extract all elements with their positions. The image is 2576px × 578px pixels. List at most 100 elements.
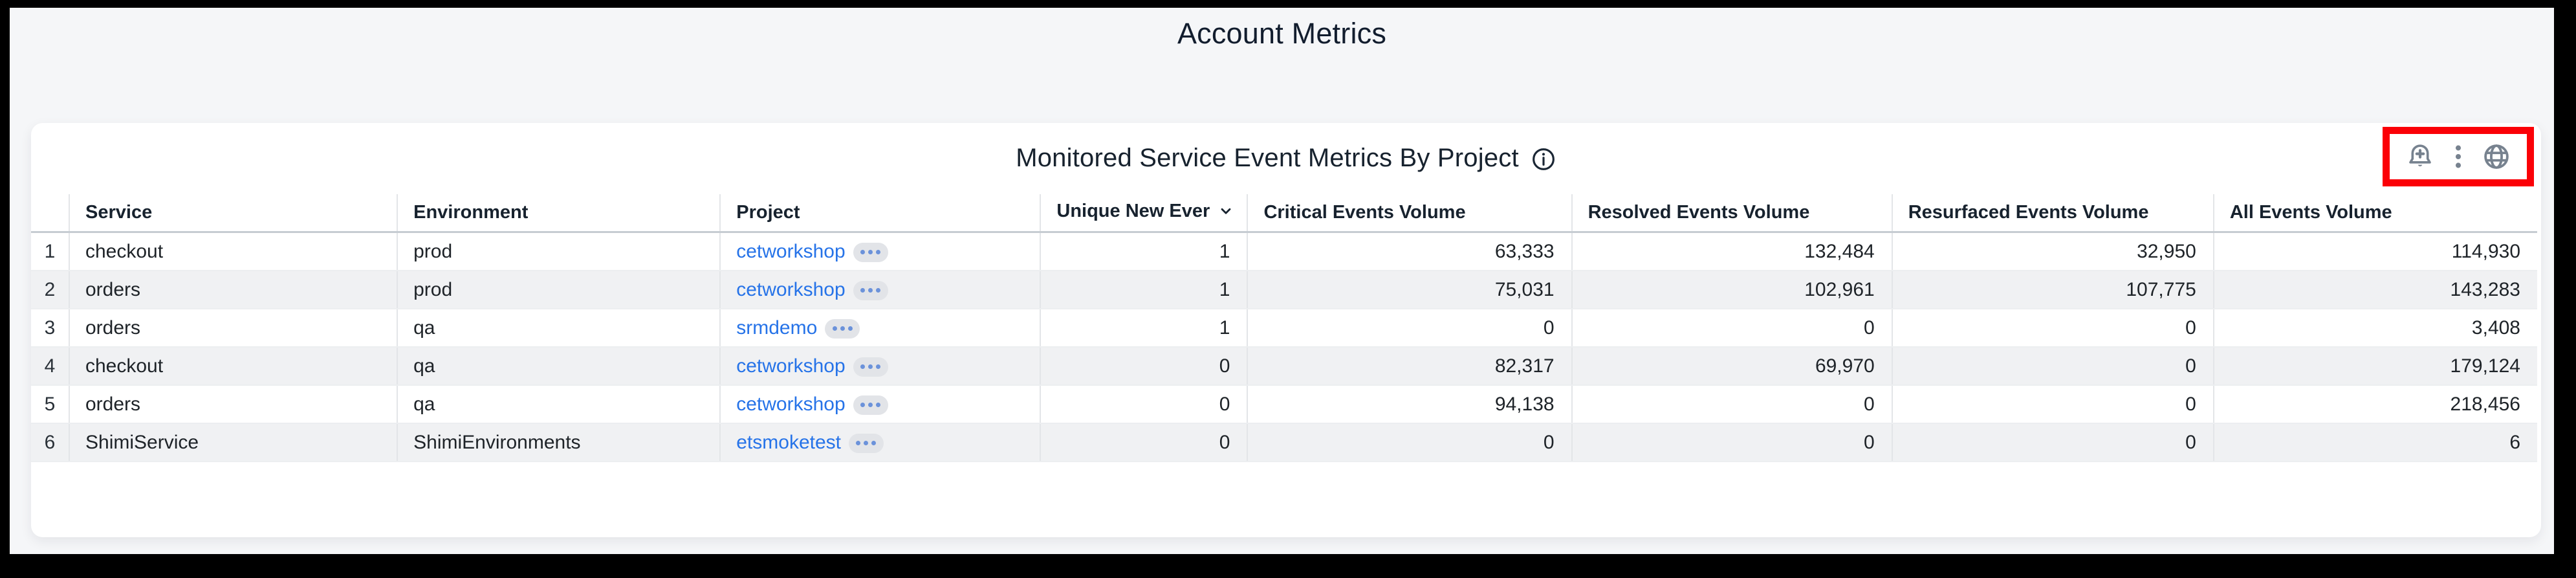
resolved-events-volume-cell: 0 bbox=[1571, 309, 1892, 348]
table-widget-card: Monitored Service Event Metrics By Proje… bbox=[31, 123, 2541, 537]
dot bbox=[868, 288, 873, 293]
unique-new-events-cell: 0 bbox=[1040, 423, 1248, 462]
resolved-events-volume-cell: 69,970 bbox=[1571, 347, 1892, 386]
project-link[interactable]: etsmoketest bbox=[736, 431, 841, 453]
service-cell: checkout bbox=[68, 232, 398, 271]
environment-cell: prod bbox=[397, 271, 721, 309]
critical-events-volume-cell: 0 bbox=[1247, 423, 1572, 462]
kebab-menu-icon[interactable] bbox=[2452, 142, 2465, 172]
resurfaced-events-volume-cell: 0 bbox=[1891, 423, 2214, 462]
all-events-volume-cell: 179,124 bbox=[2212, 347, 2537, 386]
critical-events-volume-cell: 0 bbox=[1247, 309, 1572, 348]
all-events-volume-cell: 114,930 bbox=[2212, 232, 2537, 271]
project-link[interactable]: srmdemo bbox=[736, 317, 818, 339]
column-header-all-events-volume[interactable]: All Events Volume bbox=[2212, 194, 2537, 233]
table-row: 2 orders prod cetworkshop 1 75,031 102,961 107,… bbox=[31, 271, 2537, 309]
page-title: Account Metrics bbox=[1177, 17, 1387, 50]
critical-events-volume-cell: 82,317 bbox=[1247, 347, 1572, 386]
table-header-row: Service Environment Project Unique New E… bbox=[31, 194, 2537, 233]
project-overflow-menu-icon[interactable] bbox=[853, 280, 888, 300]
project-cell: cetworkshop bbox=[719, 271, 1041, 309]
column-header-resurfaced-events-volume[interactable]: Resurfaced Events Volume bbox=[1891, 194, 2214, 233]
dot bbox=[876, 250, 881, 255]
resolved-events-volume-cell: 0 bbox=[1571, 385, 1892, 424]
metrics-table: Service Environment Project Unique New E… bbox=[31, 194, 2537, 462]
project-link[interactable]: cetworkshop bbox=[736, 355, 846, 377]
resurfaced-events-volume-cell: 0 bbox=[1891, 309, 2214, 348]
project-link[interactable]: cetworkshop bbox=[736, 240, 846, 262]
column-header-service[interactable]: Service bbox=[68, 194, 398, 233]
column-header-unique-new-events[interactable]: Unique New Ever bbox=[1040, 194, 1248, 233]
column-header-environment[interactable]: Environment bbox=[397, 194, 721, 233]
environment-cell: qa bbox=[397, 309, 721, 348]
add-alert-bell-icon[interactable] bbox=[2405, 142, 2435, 172]
critical-events-volume-cell: 63,333 bbox=[1247, 232, 1572, 271]
critical-events-volume-cell: 94,138 bbox=[1247, 385, 1572, 424]
unique-new-events-cell: 1 bbox=[1040, 232, 1248, 271]
dot bbox=[856, 441, 861, 446]
table-row: 6 ShimiService ShimiEnvironments etsmoketes… bbox=[31, 423, 2537, 462]
dot bbox=[840, 326, 845, 331]
service-cell: ShimiService bbox=[68, 423, 398, 462]
resurfaced-events-volume-cell: 32,950 bbox=[1891, 232, 2214, 271]
unique-new-events-cell: 0 bbox=[1040, 385, 1248, 424]
column-header-critical-events-volume[interactable]: Critical Events Volume bbox=[1247, 194, 1572, 233]
resurfaced-events-volume-cell: 0 bbox=[1891, 385, 2214, 424]
project-link[interactable]: cetworkshop bbox=[736, 393, 846, 415]
all-events-volume-cell: 3,408 bbox=[2212, 309, 2537, 348]
dot bbox=[876, 403, 881, 408]
project-overflow-menu-icon[interactable] bbox=[853, 242, 888, 262]
row-number: 4 bbox=[31, 347, 69, 386]
service-cell: orders bbox=[68, 309, 398, 348]
resolved-events-volume-cell: 0 bbox=[1571, 423, 1892, 462]
sort-desc-chevron-icon bbox=[1217, 203, 1234, 225]
service-cell: orders bbox=[68, 385, 398, 424]
project-cell: cetworkshop bbox=[719, 347, 1041, 386]
dot bbox=[871, 441, 877, 446]
resolved-events-volume-cell: 102,961 bbox=[1571, 271, 1892, 309]
environment-cell: ShimiEnvironments bbox=[397, 423, 721, 462]
unique-new-events-cell: 1 bbox=[1040, 271, 1248, 309]
globe-icon[interactable] bbox=[2482, 142, 2511, 172]
all-events-volume-cell: 6 bbox=[2212, 423, 2537, 462]
project-overflow-menu-icon[interactable] bbox=[848, 433, 884, 453]
project-overflow-menu-icon[interactable] bbox=[853, 395, 888, 415]
critical-events-volume-cell: 75,031 bbox=[1247, 271, 1572, 309]
row-number: 5 bbox=[31, 385, 69, 424]
project-overflow-menu-icon[interactable] bbox=[825, 318, 860, 339]
column-header-row-number bbox=[31, 194, 69, 233]
dot bbox=[860, 403, 866, 408]
column-header-project[interactable]: Project bbox=[719, 194, 1041, 233]
annotation-highlight-box bbox=[2383, 127, 2534, 186]
unique-new-events-cell: 1 bbox=[1040, 309, 1248, 348]
dot bbox=[860, 364, 866, 370]
widget-title: Monitored Service Event Metrics By Proje… bbox=[1016, 143, 1519, 172]
dot bbox=[860, 250, 866, 255]
all-events-volume-cell: 143,283 bbox=[2212, 271, 2537, 309]
dot bbox=[847, 326, 853, 331]
environment-cell: prod bbox=[397, 232, 721, 271]
info-icon[interactable] bbox=[1531, 146, 1556, 172]
project-cell: cetworkshop bbox=[719, 385, 1041, 424]
unique-new-events-cell: 0 bbox=[1040, 347, 1248, 386]
row-number: 6 bbox=[31, 423, 69, 462]
resurfaced-events-volume-cell: 0 bbox=[1891, 347, 2214, 386]
table-row: 4 checkout qa cetworkshop 0 82,317 69,970 0 179,… bbox=[31, 347, 2537, 386]
all-events-volume-cell: 218,456 bbox=[2212, 385, 2537, 424]
dot bbox=[876, 288, 881, 293]
project-cell: etsmoketest bbox=[719, 423, 1041, 462]
dashboard-page: Account Metrics Monitored Service Event … bbox=[10, 8, 2554, 554]
environment-cell: qa bbox=[397, 385, 721, 424]
dot bbox=[832, 326, 837, 331]
project-cell: cetworkshop bbox=[719, 232, 1041, 271]
widget-header: Monitored Service Event Metrics By Proje… bbox=[31, 128, 2541, 188]
project-link[interactable]: cetworkshop bbox=[736, 278, 846, 300]
table-row: 1 checkout prod cetworkshop 1 63,333 132,484 32… bbox=[31, 232, 2537, 271]
project-overflow-menu-icon[interactable] bbox=[853, 357, 888, 377]
column-header-resolved-events-volume[interactable]: Resolved Events Volume bbox=[1571, 194, 1892, 233]
dot bbox=[864, 441, 869, 446]
row-number: 3 bbox=[31, 309, 69, 348]
dot bbox=[860, 288, 866, 293]
service-cell: checkout bbox=[68, 347, 398, 386]
environment-cell: qa bbox=[397, 347, 721, 386]
